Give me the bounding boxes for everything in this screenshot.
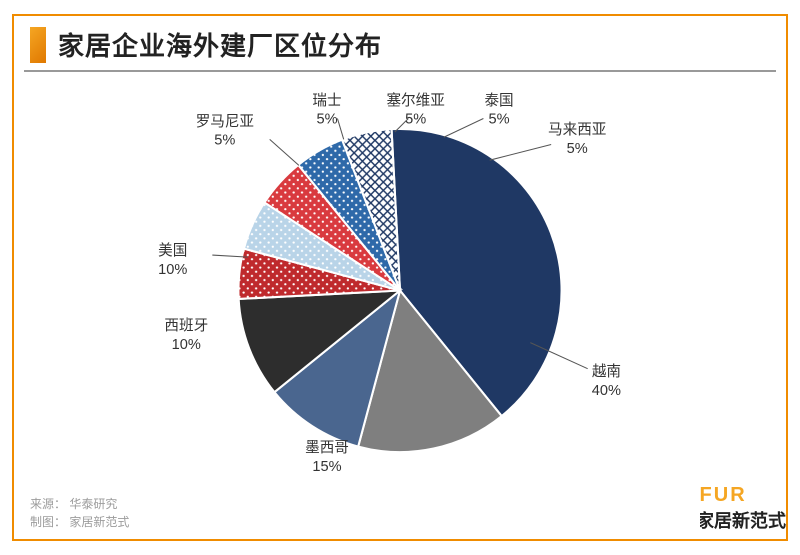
slice-label-name-6: 塞尔维亚 [386, 91, 444, 109]
slice-label-value-3: 10% [158, 262, 187, 278]
slice-label-value-4: 5% [214, 133, 235, 149]
leader-line-4 [270, 139, 299, 165]
slice-label-name-3: 美国 [158, 242, 187, 259]
leader-line-7 [444, 118, 484, 137]
slice-label-name-2: 西班牙 [164, 317, 208, 334]
slice-label-value-7: 5% [488, 112, 509, 128]
slice-label-value-8: 5% [567, 141, 588, 157]
source-value: 华泰研究 [69, 497, 117, 511]
brand-cn: 家居新范式 [700, 507, 786, 533]
slice-label-name-8: 马来西亚 [548, 121, 606, 138]
pie-chart: 越南 40% 墨西哥 15% 西班牙 10% 美国 10% 罗马尼亚 5% 瑞士 5% 塞尔维亚 5% 泰国… [24, 82, 776, 499]
slice-label-value-2: 10% [172, 337, 201, 353]
slice-label-value-1: 15% [312, 459, 341, 475]
slice-label-value-5: 5% [316, 112, 337, 128]
slice-label-name-5: 瑞士 [312, 92, 341, 109]
title-accent-bar [30, 27, 46, 63]
maker-label: 制图： [30, 515, 66, 529]
brand-en: OFUR [700, 484, 786, 507]
chart-title: 家居企业海外建厂区位分布 [58, 26, 382, 63]
title-row: 家居企业海外建厂区位分布 [30, 26, 770, 63]
leader-line-5 [337, 118, 343, 139]
slice-label-name-7: 泰国 [484, 92, 513, 109]
slice-label-name-4: 罗马尼亚 [196, 113, 254, 130]
slice-label-name-1: 墨西哥 [305, 440, 349, 456]
pie-svg: 越南 40% 墨西哥 15% 西班牙 10% 美国 10% 罗马尼亚 5% 瑞士 5% 塞尔维亚 5% 泰国… [24, 82, 776, 499]
footer-credits: 来源： 华泰研究 制图： 家居新范式 [30, 495, 129, 531]
source-label: 来源： [30, 497, 66, 511]
leader-line-8 [490, 145, 552, 161]
slice-label-value-6: 5% [405, 112, 426, 128]
title-underline [24, 70, 776, 72]
slice-label-value-0: 40% [592, 383, 621, 399]
maker-value: 家居新范式 [69, 515, 129, 529]
brand-block: OFUR 家居新范式 [700, 484, 786, 533]
slice-label-name-0: 越南 [592, 363, 621, 380]
